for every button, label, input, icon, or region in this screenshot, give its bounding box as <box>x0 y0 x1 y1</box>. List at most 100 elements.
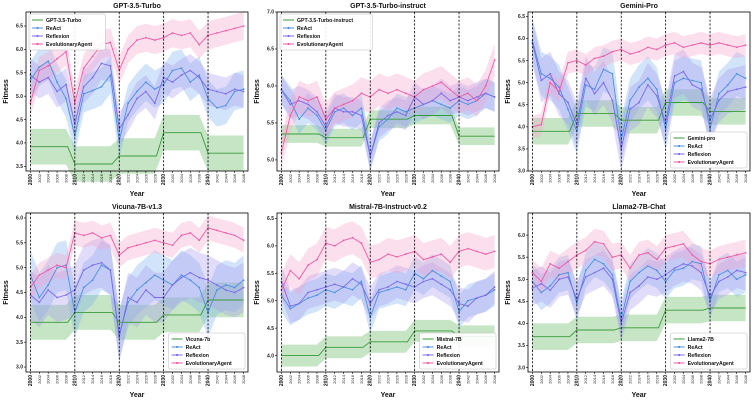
point <box>540 123 543 126</box>
point <box>673 267 676 270</box>
chart-title: Llama2-7B-Chat <box>612 204 666 211</box>
point <box>280 294 283 297</box>
point <box>162 279 165 281</box>
point <box>162 241 165 244</box>
x-tick-label: 2012 <box>583 374 588 384</box>
x-tick-label: 2034 <box>681 173 686 183</box>
point <box>549 81 552 84</box>
point <box>718 273 720 276</box>
point <box>91 264 94 267</box>
legend-box <box>670 131 748 169</box>
point <box>360 280 363 283</box>
point <box>584 276 587 278</box>
point <box>647 276 649 278</box>
point <box>431 99 434 102</box>
x-tick-label: 2032 <box>421 374 426 384</box>
y-tick-label: 5.5 <box>518 255 525 261</box>
point <box>316 114 318 117</box>
y-tick-label: 6.5 <box>267 47 274 53</box>
x-tick-label: 2044 <box>223 374 228 384</box>
point <box>700 262 703 265</box>
point <box>593 271 596 274</box>
point <box>735 278 738 281</box>
point <box>726 84 729 86</box>
point <box>718 280 720 283</box>
point <box>100 236 103 239</box>
legend-label: EvolutionaryAgent <box>688 160 734 166</box>
series-Reflexion <box>29 261 245 339</box>
point <box>118 127 121 130</box>
point <box>449 99 452 102</box>
x-tick-label: 2032 <box>170 374 175 384</box>
point <box>360 114 363 117</box>
point <box>422 103 425 106</box>
point <box>136 97 138 100</box>
point <box>396 280 398 283</box>
point <box>611 273 614 276</box>
x-tick-label: 2036 <box>188 173 193 183</box>
band-baseline <box>532 294 746 350</box>
legend: GPT-3.5-Turbo ReAct Reflexion EvolutionaryA… <box>28 13 106 51</box>
point <box>189 279 192 281</box>
point <box>629 280 631 283</box>
legend: GPT-3.5-Turbo-instruct ReAct Reflexion Evol… <box>279 13 373 51</box>
legend-label: Reflexion <box>688 152 711 158</box>
y-tick-label: 5.0 <box>16 265 23 271</box>
point <box>440 81 443 84</box>
point <box>189 271 192 274</box>
x-axis-label: Year <box>632 392 647 399</box>
point <box>404 288 407 291</box>
point <box>629 99 631 102</box>
x-tick-label: 2038 <box>699 173 704 183</box>
point <box>540 72 543 75</box>
x-tick-label: 2042 <box>214 374 219 384</box>
x-tick-label: 2046 <box>232 374 237 384</box>
x-tick-label: 2028 <box>654 173 659 183</box>
point <box>91 232 94 234</box>
point <box>127 102 129 105</box>
point <box>404 110 407 113</box>
point <box>189 232 192 234</box>
legend-marker <box>36 26 39 30</box>
legend-marker <box>36 34 39 38</box>
point <box>744 86 747 88</box>
point <box>378 122 380 124</box>
x-tick-label: 2038 <box>699 374 704 384</box>
x-tick-label: 2032 <box>170 173 175 183</box>
x-tick-label: 2026 <box>394 173 399 183</box>
y-tick-label: 3.0 <box>16 365 23 371</box>
point <box>100 85 103 88</box>
x-tick-label: 2000 <box>28 375 34 386</box>
point <box>673 245 676 247</box>
x-tick-label: 2018 <box>108 173 113 183</box>
point <box>242 90 245 93</box>
legend: Mistral-7B ReAct Reflexion EvolutionaryAgen… <box>419 332 497 370</box>
y-tick-label: 5.5 <box>267 121 274 127</box>
point <box>540 280 543 283</box>
point <box>38 66 41 69</box>
y-tick-label: 4.0 <box>267 353 274 359</box>
point <box>100 264 103 267</box>
point <box>65 50 67 53</box>
legend-label: Reflexion <box>186 353 209 359</box>
point <box>629 267 631 270</box>
point <box>682 46 685 49</box>
chart-panel-gemini-pro: Gemini-Pro 3.0 3.5 4.0 4.5 5.0 5.5 6.0 6.5 2000 20… <box>502 0 753 201</box>
point <box>440 103 443 106</box>
point <box>29 74 32 76</box>
x-tick-label: 2038 <box>197 374 202 384</box>
point <box>655 95 658 97</box>
chart-panel-vicuna: Vicuna-7B-v1.3 3.0 3.5 4.0 4.5 5.0 5.5 6.0 2000 2… <box>0 201 251 402</box>
point <box>718 99 720 102</box>
band-ReAct <box>532 18 746 163</box>
point <box>316 110 318 113</box>
x-tick-label: 2004 <box>548 173 553 183</box>
point <box>307 103 309 106</box>
point <box>307 297 309 299</box>
point <box>691 84 694 86</box>
point <box>584 64 587 66</box>
x-tick-label: 2024 <box>386 374 391 384</box>
point <box>440 253 443 255</box>
point <box>396 110 398 113</box>
x-tick-label: 2024 <box>637 374 642 384</box>
